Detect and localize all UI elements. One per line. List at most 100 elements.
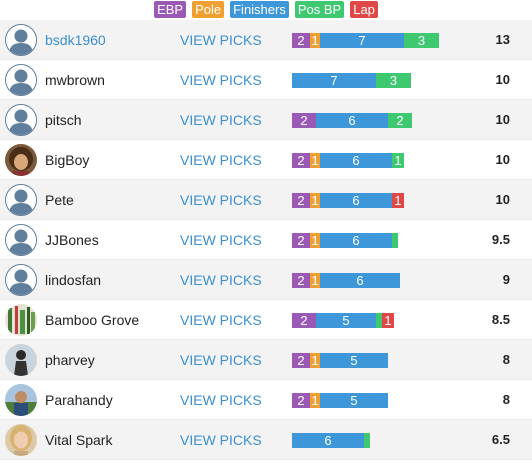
default-avatar-icon bbox=[5, 24, 37, 56]
leaderboard-list: bsdk1960 VIEW PICKS 2 1 7 3 13 mwbrown VIEW PICK… bbox=[0, 20, 532, 460]
bar-segment-ebp: 2 bbox=[292, 273, 310, 288]
view-picks-link[interactable]: VIEW PICKS bbox=[180, 352, 262, 368]
player-name: Parahandy bbox=[45, 392, 113, 408]
bar-segment-posbp: 3 bbox=[404, 33, 439, 48]
leaderboard-row: pharvey VIEW PICKS 2 1 5 8 bbox=[0, 340, 532, 380]
leaderboard-row: Bamboo Grove VIEW PICKS 2 5 1 8.5 bbox=[0, 300, 532, 340]
bar-segment-pole: 1 bbox=[310, 353, 320, 368]
bar-segment-posbp: 3 bbox=[376, 73, 411, 88]
bar-segment-fin: 6 bbox=[320, 273, 400, 288]
bar-segment-fin: 7 bbox=[320, 33, 404, 48]
player-name: Bamboo Grove bbox=[45, 312, 140, 328]
leaderboard-row: lindosfan VIEW PICKS 2 1 6 9 bbox=[0, 260, 532, 300]
bar-segment-ebp: 2 bbox=[292, 193, 310, 208]
leaderboard-row: Parahandy VIEW PICKS 2 1 5 8 bbox=[0, 380, 532, 420]
total-score: 9.5 bbox=[491, 232, 510, 247]
view-picks-link[interactable]: VIEW PICKS bbox=[180, 432, 262, 448]
bar-segment-lap: 1 bbox=[382, 313, 394, 328]
bar-segment-ebp: 2 bbox=[292, 233, 310, 248]
bar-segment-ebp: 2 bbox=[292, 113, 316, 128]
bar-segment-posbp: 2 bbox=[388, 113, 412, 128]
total-score: 10 bbox=[495, 152, 510, 167]
leaderboard-row: Pete VIEW PICKS 2 1 6 1 10 bbox=[0, 180, 532, 220]
bar-segment-pole: 1 bbox=[310, 33, 320, 48]
user-avatar bbox=[5, 384, 37, 416]
bar-segment-pole: 1 bbox=[310, 393, 320, 408]
legend-ebp: EBP bbox=[154, 1, 187, 18]
bar-segment-fin: 6 bbox=[316, 113, 388, 128]
total-score: 6.5 bbox=[491, 432, 510, 447]
total-score: 10 bbox=[495, 72, 510, 87]
view-picks-link[interactable]: VIEW PICKS bbox=[180, 272, 262, 288]
view-picks-link[interactable]: VIEW PICKS bbox=[180, 232, 262, 248]
bar-segment-posbp bbox=[376, 313, 382, 328]
bar-segment-fin: 6 bbox=[320, 193, 392, 208]
leaderboard-row: bsdk1960 VIEW PICKS 2 1 7 3 1 3 bbox=[0, 20, 532, 60]
player-name: BigBoy bbox=[45, 152, 90, 168]
player-name: lindosfan bbox=[45, 272, 102, 288]
bar-segment-fin: 7 bbox=[292, 73, 376, 88]
bar-segment-fin: 5 bbox=[320, 353, 388, 368]
legend-fin: Finishers bbox=[230, 1, 289, 18]
view-picks-link[interactable]: VIEW PICKS bbox=[180, 152, 262, 168]
view-picks-link[interactable]: VIEW PICKS bbox=[180, 112, 262, 128]
bar-segment-ebp: 2 bbox=[292, 393, 310, 408]
points-bar: 6 bbox=[292, 433, 370, 448]
player-name: JJBones bbox=[45, 232, 99, 248]
player-name: pharvey bbox=[45, 352, 95, 368]
total-score: 10 bbox=[495, 112, 510, 127]
default-avatar-icon bbox=[5, 64, 37, 96]
player-name: pitsch bbox=[45, 112, 82, 128]
bar-segment-pole: 1 bbox=[310, 153, 320, 168]
bar-segment-fin: 6 bbox=[320, 233, 392, 248]
default-avatar-icon bbox=[5, 264, 37, 296]
default-avatar-icon bbox=[5, 224, 37, 256]
bar-segment-ebp: 2 bbox=[292, 353, 310, 368]
default-avatar-icon bbox=[5, 184, 37, 216]
bar-segment-fin: 5 bbox=[316, 313, 376, 328]
bar-segment-lap: 1 bbox=[392, 193, 404, 208]
bar-segment-fin: 6 bbox=[292, 433, 364, 448]
leaderboard-row: pitsch VIEW PICKS 2 6 2 10 bbox=[0, 100, 532, 140]
view-picks-link[interactable]: VIEW PICKS bbox=[180, 312, 262, 328]
player-name: Vital Spark bbox=[45, 432, 113, 448]
bar-segment-pole: 1 bbox=[310, 233, 320, 248]
bar-segment-posbp bbox=[364, 433, 370, 448]
bar-segment-posbp bbox=[392, 233, 398, 248]
user-avatar bbox=[5, 344, 37, 376]
view-picks-link[interactable]: VIEW PICKS bbox=[180, 192, 262, 208]
bar-segment-ebp: 2 bbox=[292, 33, 310, 48]
leaderboard-row: mwbrown VIEW PICKS 7 3 10 bbox=[0, 60, 532, 100]
bar-segment-pole: 1 bbox=[310, 193, 320, 208]
bar-segment-fin: 5 bbox=[320, 393, 388, 408]
player-name: Pete bbox=[45, 192, 74, 208]
user-avatar bbox=[5, 144, 37, 176]
total-score: 8 bbox=[502, 392, 510, 407]
legend-lap: Lap bbox=[350, 1, 378, 18]
default-avatar-icon bbox=[5, 104, 37, 136]
total-score: 10 bbox=[495, 192, 510, 207]
user-avatar bbox=[5, 304, 37, 336]
total-score: 8 bbox=[502, 352, 510, 367]
view-picks-link[interactable]: VIEW PICKS bbox=[180, 72, 262, 88]
player-name: bsdk1960 bbox=[45, 32, 106, 48]
bar-segment-fin: 6 bbox=[320, 153, 392, 168]
bar-segment-pole: 1 bbox=[310, 273, 320, 288]
view-picks-link[interactable]: VIEW PICKS bbox=[180, 32, 262, 48]
leaderboard-row: JJBones VIEW PICKS 2 1 6 9.5 bbox=[0, 220, 532, 260]
leaderboard-row: Vital Spark VIEW PICKS 6 6.5 bbox=[0, 420, 532, 460]
leaderboard-row: BigBoy VIEW PICKS 2 1 6 1 10 bbox=[0, 140, 532, 180]
view-picks-link[interactable]: VIEW PICKS bbox=[180, 392, 262, 408]
bar-segment-ebp: 2 bbox=[292, 153, 310, 168]
player-name: mwbrown bbox=[45, 72, 105, 88]
